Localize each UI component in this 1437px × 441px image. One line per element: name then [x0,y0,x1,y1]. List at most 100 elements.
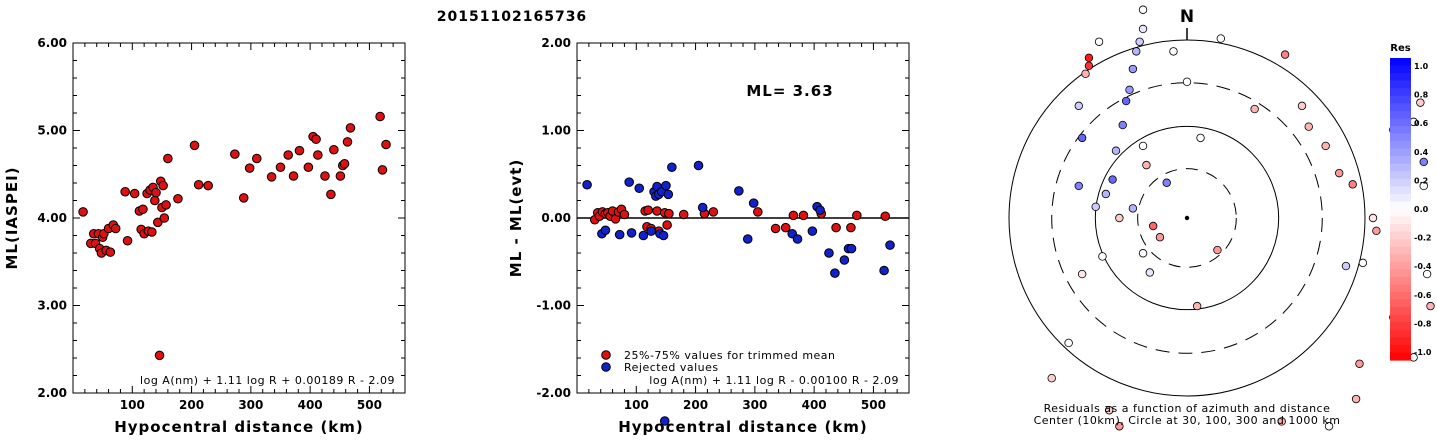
legend-label-trimmed: 25%-75% values for trimmed mean [624,349,836,362]
data-point [266,172,277,182]
colorbar-segment [1390,269,1411,278]
data-point [600,225,611,236]
y-tick-label: 0.00 [541,211,571,225]
colorbar-segment [1390,314,1411,323]
colorbar-tick-label: 0.4 [1414,148,1429,157]
station-marker [1355,359,1364,368]
data-point [708,207,719,217]
data-point [658,230,669,241]
colorbar-segment [1390,231,1411,240]
data-point [203,180,213,191]
station-marker [1128,204,1138,213]
colorbar-segment [1390,148,1411,157]
station-marker [1047,374,1056,383]
colorbar-tick-label: -0.6 [1414,291,1432,300]
data-point [619,209,630,220]
data-point [824,248,834,258]
data-point [582,179,592,190]
x-tick-label: 500 [357,398,382,412]
colorbar-tick-label: 0.8 [1414,91,1429,100]
colorbar-segment [1390,80,1411,89]
station-marker [1101,189,1111,199]
station-marker [1324,422,1334,431]
station-marker [1145,268,1154,277]
data-point [662,220,672,230]
station-marker [1416,98,1425,107]
data-point [303,162,314,173]
station-marker [1077,133,1087,143]
data-point [105,247,116,257]
colorbar-tick-label: 0.0 [1414,205,1429,214]
x-tick-label: 200 [683,398,708,412]
data-point [244,163,255,173]
data-point [110,223,121,234]
north-label: N [1180,7,1194,27]
data-point [238,193,249,203]
data-point [151,187,161,198]
y-tick-label: -2.00 [536,386,571,400]
station-marker [1372,226,1381,236]
station-marker [1132,47,1141,56]
legend-marker-trimmed [601,350,611,360]
y-tick-label: 4.00 [37,211,67,225]
legend-marker-rejected [601,362,611,372]
station-marker [1118,120,1127,130]
station-marker [1138,249,1148,258]
data-point [846,243,857,254]
data-point [193,179,204,190]
data-point [830,268,840,278]
station-marker [1064,338,1073,348]
plot-frame [72,42,406,394]
data-point [664,208,674,219]
circle-30km [1137,168,1237,268]
data-point [161,200,171,210]
circle-100km [1094,125,1280,311]
epicenter-marker [1184,215,1190,221]
colorbar-segment [1390,299,1411,308]
colorbar-segment [1390,133,1411,142]
data-point [320,171,330,181]
station-marker [1098,252,1107,261]
data-point [313,150,323,160]
station-marker [1108,175,1117,184]
data-point [120,186,130,197]
station-marker [1115,213,1124,223]
station-marker [1084,61,1094,71]
data-point [329,144,339,155]
colorbar-segment [1390,125,1411,135]
data-point [626,228,637,238]
y-tick-label: 2.00 [541,36,571,50]
colorbar-segment [1390,65,1411,74]
data-point [326,189,336,200]
x-tick-label: 100 [624,398,649,412]
station-marker [1348,180,1357,189]
x-tick-label: 100 [120,398,145,412]
colorbar-tick-label: -0.2 [1414,234,1432,243]
station-marker [1138,141,1148,151]
y-tick-label: 6.00 [37,36,67,50]
data-point [251,153,262,164]
colorbar-segment [1390,322,1411,331]
colorbar-segment [1390,201,1411,210]
station-marker [1128,64,1138,74]
data-point [163,153,173,164]
formula-text: log A(nm) + 1.11 log R - 0.00100 R - 2.0… [649,374,899,387]
station-marker [1077,269,1087,279]
data-point [150,195,160,206]
colorbar-segment [1390,88,1411,97]
data-point [288,171,299,181]
data-point [780,222,791,233]
map-caption-line2: Center (10km), Circle at 30, 100, 300 an… [1034,414,1341,427]
colorbar-segment [1390,95,1411,104]
station-marker [1138,5,1148,14]
azimuth-residual-map: N Residuals as a function of azimuth and … [1008,5,1435,431]
x-tick-label: 300 [742,398,767,412]
colorbar-segment [1390,352,1411,361]
station-marker [1422,269,1432,279]
colorbar-tick-label: -0.8 [1414,319,1432,328]
data-point [831,222,841,233]
station-marker [1138,24,1148,34]
station-marker [1155,233,1165,242]
colorbar-segment [1390,276,1411,286]
colorbar-segment [1390,73,1411,82]
